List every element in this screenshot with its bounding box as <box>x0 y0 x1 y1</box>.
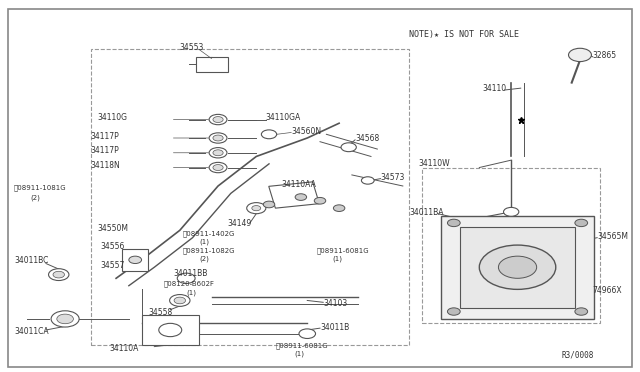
Circle shape <box>129 256 141 263</box>
Text: 34011B: 34011B <box>320 323 349 331</box>
Text: (1): (1) <box>294 351 305 357</box>
Circle shape <box>295 194 307 201</box>
Text: 34565M: 34565M <box>597 232 628 241</box>
Text: (2): (2) <box>30 195 40 201</box>
Text: ⒴08120-B602F: ⒴08120-B602F <box>164 280 215 287</box>
Text: ⓝ08911-6081G: ⓝ08911-6081G <box>275 343 328 349</box>
Text: 34553: 34553 <box>180 43 204 52</box>
Text: 34103: 34103 <box>323 299 348 308</box>
Bar <box>269 182 319 208</box>
Text: 34573: 34573 <box>381 173 405 182</box>
Circle shape <box>246 203 266 214</box>
Text: 34110: 34110 <box>483 84 507 93</box>
Text: 34118N: 34118N <box>91 161 120 170</box>
Text: 34011BB: 34011BB <box>173 269 208 278</box>
Circle shape <box>209 162 227 173</box>
Circle shape <box>177 273 195 283</box>
Circle shape <box>53 271 65 278</box>
Circle shape <box>314 198 326 204</box>
Text: ⓝ08911-6081G: ⓝ08911-6081G <box>317 247 369 254</box>
Text: NOTE)★ IS NOT FOR SALE: NOTE)★ IS NOT FOR SALE <box>409 30 519 39</box>
Text: 34110G: 34110G <box>97 113 127 122</box>
Circle shape <box>200 58 223 71</box>
Text: 34110A: 34110A <box>109 344 139 353</box>
Text: 34117P: 34117P <box>91 147 119 155</box>
Bar <box>196 57 228 71</box>
Text: (2): (2) <box>199 256 209 262</box>
Circle shape <box>252 206 260 211</box>
Circle shape <box>209 114 227 125</box>
Text: 34117P: 34117P <box>91 132 119 141</box>
Bar <box>91 49 409 345</box>
Circle shape <box>362 177 374 184</box>
Circle shape <box>209 148 227 158</box>
Bar <box>460 227 575 308</box>
Circle shape <box>213 150 223 156</box>
Text: R3/0008: R3/0008 <box>562 350 594 359</box>
Text: ⓝ08911-1081G: ⓝ08911-1081G <box>14 185 67 191</box>
Circle shape <box>57 314 74 324</box>
Text: 34011BC: 34011BC <box>14 256 49 266</box>
Circle shape <box>504 208 519 216</box>
Text: 34011CA: 34011CA <box>14 327 49 336</box>
Circle shape <box>261 130 276 139</box>
Circle shape <box>499 256 537 278</box>
Text: 34560N: 34560N <box>291 127 321 136</box>
Circle shape <box>447 308 460 315</box>
Circle shape <box>568 48 591 62</box>
Circle shape <box>170 295 190 307</box>
Text: 34149: 34149 <box>228 219 252 228</box>
Circle shape <box>575 308 588 315</box>
Circle shape <box>174 297 186 304</box>
Text: (1): (1) <box>333 256 343 262</box>
Bar <box>422 167 600 323</box>
Circle shape <box>263 201 275 208</box>
Text: 34110AA: 34110AA <box>282 180 317 189</box>
Text: 34011BA: 34011BA <box>409 208 444 217</box>
Text: ⓝ08911-1082G: ⓝ08911-1082G <box>183 247 236 254</box>
Bar <box>141 315 199 345</box>
Text: (1): (1) <box>186 289 196 296</box>
Text: 34110W: 34110W <box>419 159 451 169</box>
Bar <box>122 249 148 271</box>
Circle shape <box>159 323 182 337</box>
Text: 34568: 34568 <box>355 134 380 143</box>
Text: ⓝ08911-1402G: ⓝ08911-1402G <box>183 231 236 237</box>
Circle shape <box>213 116 223 122</box>
Text: 34550M: 34550M <box>97 224 128 233</box>
Circle shape <box>213 164 223 170</box>
Text: 34110GA: 34110GA <box>266 113 301 122</box>
Text: 32865: 32865 <box>593 51 617 60</box>
Text: 34556: 34556 <box>100 243 125 251</box>
Circle shape <box>341 143 356 152</box>
Circle shape <box>49 269 69 280</box>
Circle shape <box>51 311 79 327</box>
Text: 74966X: 74966X <box>593 286 622 295</box>
Circle shape <box>209 133 227 143</box>
Text: (1): (1) <box>199 239 209 246</box>
Bar <box>441 215 594 319</box>
Circle shape <box>479 245 556 289</box>
Circle shape <box>333 205 345 211</box>
Circle shape <box>447 219 460 227</box>
Circle shape <box>575 219 588 227</box>
Text: 34557: 34557 <box>100 261 125 270</box>
Circle shape <box>213 135 223 141</box>
Circle shape <box>299 329 316 339</box>
Text: 34558: 34558 <box>148 308 172 317</box>
